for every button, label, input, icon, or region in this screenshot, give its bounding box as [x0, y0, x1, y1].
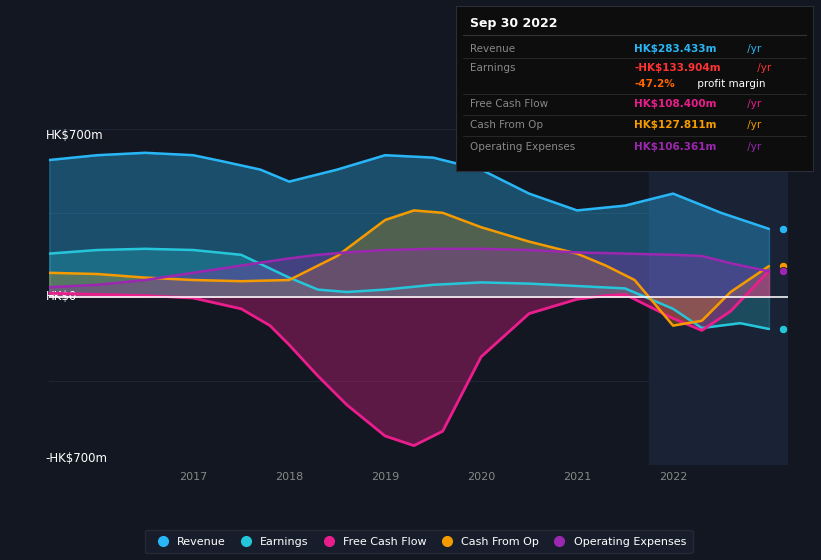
Text: -47.2%: -47.2% [635, 79, 675, 89]
Text: 2019: 2019 [371, 472, 399, 482]
Text: Revenue: Revenue [470, 44, 515, 54]
Text: HK$106.361m: HK$106.361m [635, 142, 717, 152]
Text: 2021: 2021 [563, 472, 591, 482]
Text: /yr: /yr [744, 99, 761, 109]
Text: /yr: /yr [744, 142, 761, 152]
Text: Earnings: Earnings [470, 63, 516, 73]
Text: HK$127.811m: HK$127.811m [635, 120, 717, 130]
Text: 2018: 2018 [275, 472, 303, 482]
Text: /yr: /yr [744, 120, 761, 130]
Text: Cash From Op: Cash From Op [470, 120, 543, 130]
Text: HK$700m: HK$700m [46, 129, 103, 142]
Text: profit margin: profit margin [695, 79, 766, 89]
Text: Operating Expenses: Operating Expenses [470, 142, 576, 152]
Bar [649, 129, 788, 465]
Text: HK$0: HK$0 [46, 290, 77, 304]
Text: -HK$700m: -HK$700m [46, 452, 108, 465]
Text: /yr: /yr [754, 63, 772, 73]
Text: 2020: 2020 [467, 472, 495, 482]
Text: Sep 30 2022: Sep 30 2022 [470, 17, 557, 30]
Text: -HK$133.904m: -HK$133.904m [635, 63, 721, 73]
Text: /yr: /yr [744, 44, 761, 54]
Text: HK$108.400m: HK$108.400m [635, 99, 717, 109]
Text: HK$283.433m: HK$283.433m [635, 44, 717, 54]
Text: 2017: 2017 [179, 472, 208, 482]
Text: 2022: 2022 [658, 472, 687, 482]
Text: Free Cash Flow: Free Cash Flow [470, 99, 548, 109]
Legend: Revenue, Earnings, Free Cash Flow, Cash From Op, Operating Expenses: Revenue, Earnings, Free Cash Flow, Cash … [144, 530, 693, 553]
